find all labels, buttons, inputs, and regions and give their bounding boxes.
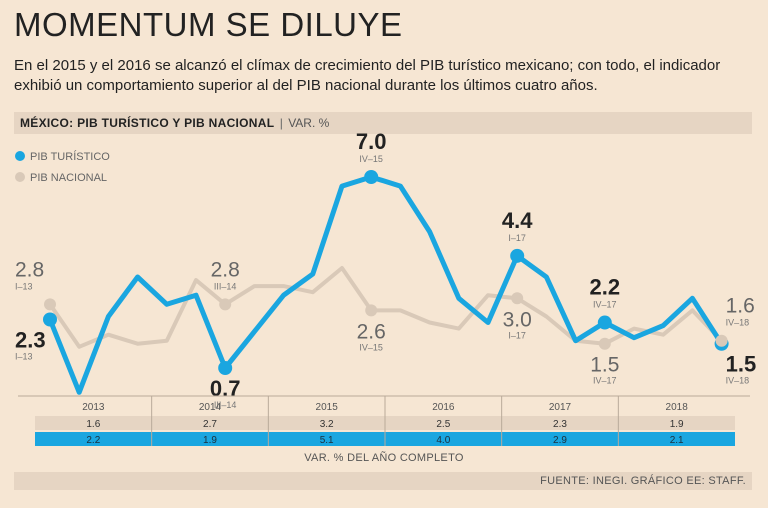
data-label-turistico: 2.2	[590, 275, 621, 300]
chart-title: MOMENTUM SE DILUYE	[14, 6, 403, 43]
data-marker-nacional	[219, 298, 232, 311]
table-nacional-2015: 3.2	[320, 419, 334, 430]
data-label-nacional: 1.6	[726, 295, 755, 318]
table-year-2013: 2013	[82, 402, 105, 413]
table-nacional-2017: 2.3	[553, 419, 567, 430]
table-year-2014: 2014	[199, 402, 222, 413]
data-label-nacional: 1.5	[590, 354, 619, 377]
period-label-nacional: I–13	[15, 281, 33, 291]
table-footnote: VAR. % DEL AÑO COMPLETO	[304, 452, 464, 464]
legend-marker-nacional	[15, 172, 25, 182]
data-label-turistico: 4.4	[502, 208, 533, 233]
period-label-nacional: I–17	[508, 330, 526, 340]
table-turistico-2015: 5.1	[320, 435, 334, 446]
legend-label-nacional: PIB NACIONAL	[30, 172, 107, 184]
table-year-2016: 2016	[432, 402, 455, 413]
data-marker-nacional	[715, 334, 728, 347]
data-marker-turistico	[510, 248, 525, 263]
table-year-2018: 2018	[666, 402, 689, 413]
source-band: FUENTE: INEGI. GRÁFICO EE: STAFF.	[14, 472, 752, 490]
period-label-turistico: III–14	[214, 400, 237, 410]
data-marker-nacional	[365, 304, 378, 317]
series-line-turistico	[47, 174, 725, 395]
period-label-turistico: IV–18	[726, 376, 750, 386]
source-text: FUENTE: INEGI. GRÁFICO EE: STAFF.	[540, 475, 746, 487]
data-marker-turistico	[597, 315, 612, 330]
chart-header-band: MÉXICO: PIB TURÍSTICO Y PIB NACIONAL | V…	[14, 112, 752, 134]
period-label-nacional: IV–18	[726, 318, 750, 328]
table-nacional-2014: 2.7	[203, 419, 217, 430]
chart-header-separator: |	[279, 116, 283, 130]
period-label-turistico: I–13	[15, 351, 33, 361]
table-nacional-2018: 1.9	[670, 419, 684, 430]
period-label-turistico: IV–15	[359, 154, 383, 164]
data-marker-turistico	[218, 361, 233, 375]
table-turistico-2013: 2.2	[86, 435, 100, 446]
table-turistico-2014: 1.9	[203, 435, 217, 446]
table-year-2015: 2015	[316, 402, 339, 413]
chart-header-unit: VAR. %	[288, 116, 330, 130]
period-label-nacional: IV–17	[593, 376, 617, 386]
data-marker-turistico	[364, 170, 379, 184]
legend-label-turistico: PIB TURÍSTICO	[30, 150, 110, 163]
table-nacional-2013: 1.6	[86, 419, 100, 430]
period-label-turistico: IV–17	[593, 300, 617, 310]
period-label-turistico: I–17	[508, 233, 526, 243]
data-label-nacional: 2.6	[357, 320, 386, 343]
data-label-turistico: 0.7	[210, 376, 241, 401]
data-marker-nacional	[598, 337, 611, 350]
data-label-turistico: 7.0	[356, 129, 387, 154]
data-label-nacional: 3.0	[503, 308, 532, 331]
table-turistico-2016: 4.0	[436, 435, 450, 446]
data-label-nacional: 2.8	[15, 258, 44, 281]
data-marker-nacional	[44, 298, 56, 311]
period-label-nacional: III–14	[214, 281, 237, 291]
table-year-2017: 2017	[549, 402, 572, 413]
chart-header-title: MÉXICO: PIB TURÍSTICO Y PIB NACIONAL	[20, 116, 275, 130]
period-label-nacional: IV–15	[359, 342, 383, 352]
legend-marker-turistico	[15, 151, 25, 161]
table-turistico-2018: 2.1	[670, 435, 684, 446]
data-label-turistico: 2.3	[15, 327, 46, 352]
data-label-nacional: 2.8	[211, 258, 240, 281]
chart-subtitle: En el 2015 y el 2016 se alcanzó el clíma…	[14, 57, 721, 94]
table-turistico-2017: 2.9	[553, 435, 567, 446]
data-marker-nacional	[511, 292, 524, 305]
table-nacional-2016: 2.5	[436, 419, 450, 430]
data-label-turistico: 1.5	[726, 352, 757, 377]
data-marker-turistico	[43, 312, 57, 327]
